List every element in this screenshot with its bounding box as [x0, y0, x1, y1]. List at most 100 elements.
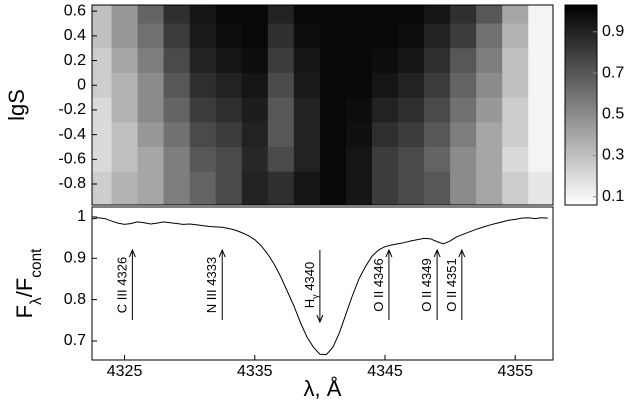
heatmap-cell: [450, 23, 477, 49]
y-tick-label: -0.8: [58, 175, 86, 192]
heatmap-row: [92, 97, 553, 123]
heatmap-cell: [398, 72, 425, 99]
text-part: C III 4326: [115, 257, 130, 313]
text-part: N III 4333: [205, 257, 220, 313]
heatmap-cell: [424, 122, 451, 148]
heatmap-row: [92, 5, 553, 25]
heatmap-cell: [293, 48, 321, 74]
arrow-head: [128, 248, 136, 258]
arrow-head: [218, 248, 226, 258]
heatmap-cell: [502, 97, 529, 123]
text-part: cont: [28, 248, 45, 278]
heatmap-cell: [345, 48, 373, 74]
heatmap-cell: [267, 48, 295, 74]
y-tick-label: 0.7: [64, 332, 86, 349]
heatmap-cell: [502, 122, 529, 148]
heatmap-cell: [92, 171, 113, 205]
heatmap-cell: [502, 171, 529, 205]
heatmap-cell: [528, 122, 553, 148]
heatmap-cell: [215, 171, 243, 205]
annotation-label: O II 4346: [371, 258, 386, 311]
heatmap-cell: [476, 122, 503, 148]
heatmap-cell: [293, 23, 321, 49]
heatmap-cell: [267, 97, 295, 123]
heatmap-cell: [215, 97, 243, 123]
annotation-label: O II 4349: [420, 258, 435, 311]
heatmap-cell: [528, 5, 553, 25]
heatmap-cell: [319, 23, 347, 49]
heatmap-cell: [189, 5, 217, 25]
heatmap-cell: [528, 72, 553, 99]
heatmap-cell: [424, 5, 451, 25]
heatmap-cell: [111, 146, 139, 173]
heatmap-cell: [137, 122, 165, 148]
colorbar-tick-label: 0.1: [602, 188, 624, 205]
heatmap-cell: [293, 97, 321, 123]
text-part: H: [302, 299, 317, 308]
heatmap-cell: [92, 97, 113, 123]
heatmap-cell: [371, 72, 399, 99]
heatmap-cell: [424, 48, 451, 74]
heatmap-cell: [528, 23, 553, 49]
colorbar-tick-label: 0.3: [602, 147, 624, 164]
heatmap-cell: [111, 48, 139, 74]
heatmap-cell: [293, 5, 321, 25]
heatmap-cell: [293, 171, 321, 205]
y-tick-label: 0.8: [64, 291, 86, 308]
heatmap-cell: [476, 23, 503, 49]
heatmap-cell: [137, 5, 165, 25]
text-part: F: [12, 305, 37, 318]
heatmap-cell: [450, 72, 477, 99]
annotation-label: C III 4326: [115, 257, 130, 313]
heatmap-cell: [528, 171, 553, 205]
heatmap-cell: [319, 146, 347, 173]
heatmap-cell: [241, 5, 269, 25]
heatmap-cell: [241, 171, 269, 205]
plot-frame: [91, 4, 554, 206]
arrow-head: [458, 248, 466, 258]
heatmap-cell: [267, 72, 295, 99]
heatmap-cell: [241, 146, 269, 173]
y-tick-label: -0.2: [58, 101, 86, 118]
heatmap-cell: [215, 146, 243, 173]
x-tick-label: 4335: [237, 363, 273, 380]
text-part: /F: [12, 278, 37, 298]
heatmap-cell: [476, 97, 503, 123]
heatmap-cell: [267, 5, 295, 25]
heatmap-cell: [241, 23, 269, 49]
x-tick-label: 4345: [367, 363, 403, 380]
heatmap-cell: [111, 97, 139, 123]
heatmap-cell: [476, 72, 503, 99]
heatmap-cell: [476, 5, 503, 25]
heatmap-cell: [345, 97, 373, 123]
heatmap-cell: [189, 171, 217, 205]
heatmap-cell: [398, 23, 425, 49]
heatmap-row: [92, 72, 553, 99]
heatmap-cell: [189, 122, 217, 148]
heatmap-row: [92, 146, 553, 173]
heatmap-cell: [371, 97, 399, 123]
heatmap-cell: [371, 122, 399, 148]
annotation-label: Hγ 4340: [302, 262, 320, 308]
heatmap-cell: [189, 146, 217, 173]
heatmap-cell: [424, 171, 451, 205]
heatmap-cell: [293, 72, 321, 99]
text-part: O II 4349: [420, 258, 435, 311]
heatmap-cell: [267, 171, 295, 205]
heatmap-cell: [163, 171, 191, 205]
heatmap-cell: [476, 171, 503, 205]
heatmap-cell: [92, 23, 113, 49]
heatmap-cell: [424, 146, 451, 173]
y-tick-label: 0.6: [64, 2, 86, 19]
y-tick-label: -0.6: [58, 151, 86, 168]
y-tick-label: 1: [77, 208, 86, 225]
heatmap-row: [92, 48, 553, 74]
annotation-label: N III 4333: [205, 257, 220, 313]
heatmap-cell: [111, 171, 139, 205]
heatmap-cell: [137, 97, 165, 123]
text-part: λ: [28, 297, 45, 305]
heatmap-cell: [345, 171, 373, 205]
heatmap-cell: [137, 146, 165, 173]
heatmap-cell: [502, 5, 529, 25]
